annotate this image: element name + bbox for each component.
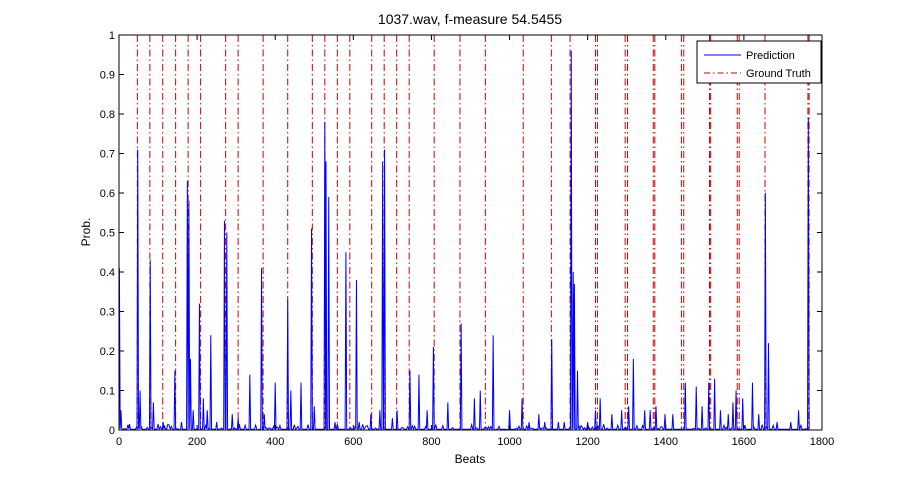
y-tick-label: 0.7 xyxy=(100,149,115,161)
x-tick-label: 1200 xyxy=(575,436,599,448)
x-axis-ticks: 0 200 400 600 800 1000 1200 1400 1600 1800 xyxy=(116,35,834,448)
y-axis-ticks: 0 0.1 0.2 0.3 0.4 0.5 0.6 0.7 0.8 0.9 1 xyxy=(100,30,822,437)
y-tick-label: 0.5 xyxy=(100,228,115,240)
y-tick-label: 0.9 xyxy=(100,70,115,82)
chart-title: 1037.wav, f-measure 54.5455 xyxy=(378,11,562,27)
y-tick-label: 1 xyxy=(109,30,115,42)
ground-truth-lines xyxy=(136,35,810,430)
y-axis-title: Prob. xyxy=(79,218,93,247)
legend-prediction-label: Prediction xyxy=(746,50,795,62)
x-tick-label: 400 xyxy=(266,436,284,448)
x-tick-label: 1600 xyxy=(732,436,756,448)
prediction-line xyxy=(118,50,810,431)
y-tick-label: 0.2 xyxy=(100,346,115,358)
x-tick-label: 600 xyxy=(344,436,362,448)
x-tick-label: 200 xyxy=(188,436,206,448)
x-tick-label: 1000 xyxy=(497,436,521,448)
x-tick-label: 0 xyxy=(116,436,122,448)
y-tick-label: 0 xyxy=(109,425,115,437)
legend-box xyxy=(696,40,822,84)
y-tick-label: 0.3 xyxy=(100,307,115,319)
y-tick-label: 0.4 xyxy=(100,267,115,279)
x-tick-label: 800 xyxy=(422,436,440,448)
legend-ground-truth-label: Ground Truth xyxy=(746,68,811,80)
y-tick-label: 0.6 xyxy=(100,188,115,200)
x-tick-label: 1800 xyxy=(810,436,834,448)
y-tick-label: 0.8 xyxy=(100,109,115,121)
y-tick-label: 0.1 xyxy=(100,386,115,398)
x-tick-label: 1400 xyxy=(654,436,678,448)
x-axis-title: Beats xyxy=(455,452,486,466)
legend: Prediction Ground Truth xyxy=(696,40,822,84)
